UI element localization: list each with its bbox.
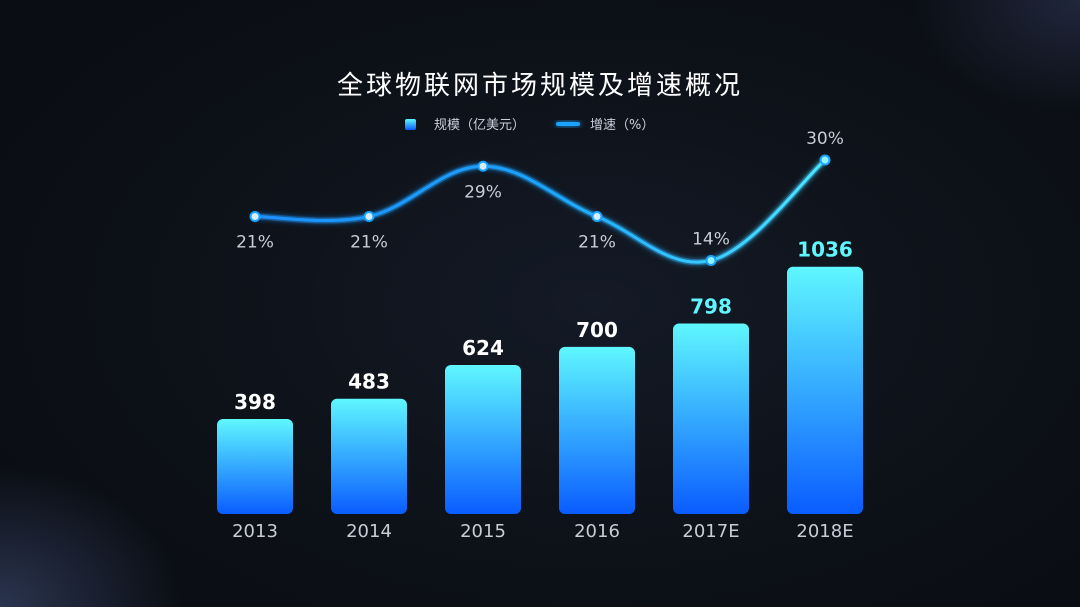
bars-layer <box>217 266 863 514</box>
growth-label-2014: 21% <box>350 233 388 253</box>
growth-label-2015: 29% <box>464 182 502 202</box>
chart-title: 全球物联网市场规模及增速概况 <box>337 71 743 101</box>
legend: 规模（亿美元） 增速（%） <box>405 118 654 133</box>
growth-point-2015 <box>477 160 489 172</box>
growth-point-2017E <box>705 254 717 266</box>
x-tick-label-2013: 2013 <box>232 521 278 542</box>
x-tick-label-2015: 2015 <box>460 521 506 542</box>
x-tick-label-2016: 2016 <box>574 521 620 542</box>
legend-line-swatch <box>556 122 580 126</box>
growth-point-2016 <box>591 211 603 223</box>
growth-point-2014 <box>363 211 375 223</box>
labels-layer: 398 2013 483 2014 624 2015 700 2016 798 2017E 1036… <box>232 129 854 542</box>
growth-label-2016: 21% <box>578 233 616 253</box>
bar-value-label-2017E: 798 <box>690 295 732 319</box>
bar-2016 <box>559 346 635 514</box>
legend-bar-label: 规模（亿美元） <box>434 118 525 133</box>
x-tick-label-2017E: 2017E <box>682 521 739 542</box>
legend-bar-swatch <box>405 119 416 130</box>
bar-2014 <box>331 398 407 514</box>
bar-value-label-2018E: 1036 <box>797 238 853 262</box>
growth-label-2017E: 14% <box>692 229 730 249</box>
bar-value-label-2015: 624 <box>462 336 504 360</box>
growth-point-2018E <box>819 154 831 166</box>
growth-label-2013: 21% <box>236 233 274 253</box>
bar-value-label-2016: 700 <box>576 318 618 342</box>
x-tick-label-2018E: 2018E <box>796 521 853 542</box>
growth-label-2018E: 30% <box>806 129 844 149</box>
bar-2018E <box>787 266 863 514</box>
bar-value-label-2013: 398 <box>234 390 276 414</box>
bar-2013 <box>217 418 293 514</box>
bar-2015 <box>445 365 521 514</box>
legend-line-label: 增速（%） <box>590 118 654 133</box>
bar-2017E <box>673 323 749 514</box>
x-tick-label-2014: 2014 <box>346 521 392 542</box>
growth-point-2013 <box>249 211 261 223</box>
growth-line <box>253 158 827 264</box>
bar-value-label-2014: 483 <box>348 370 390 394</box>
growth-line-layer <box>249 154 831 266</box>
